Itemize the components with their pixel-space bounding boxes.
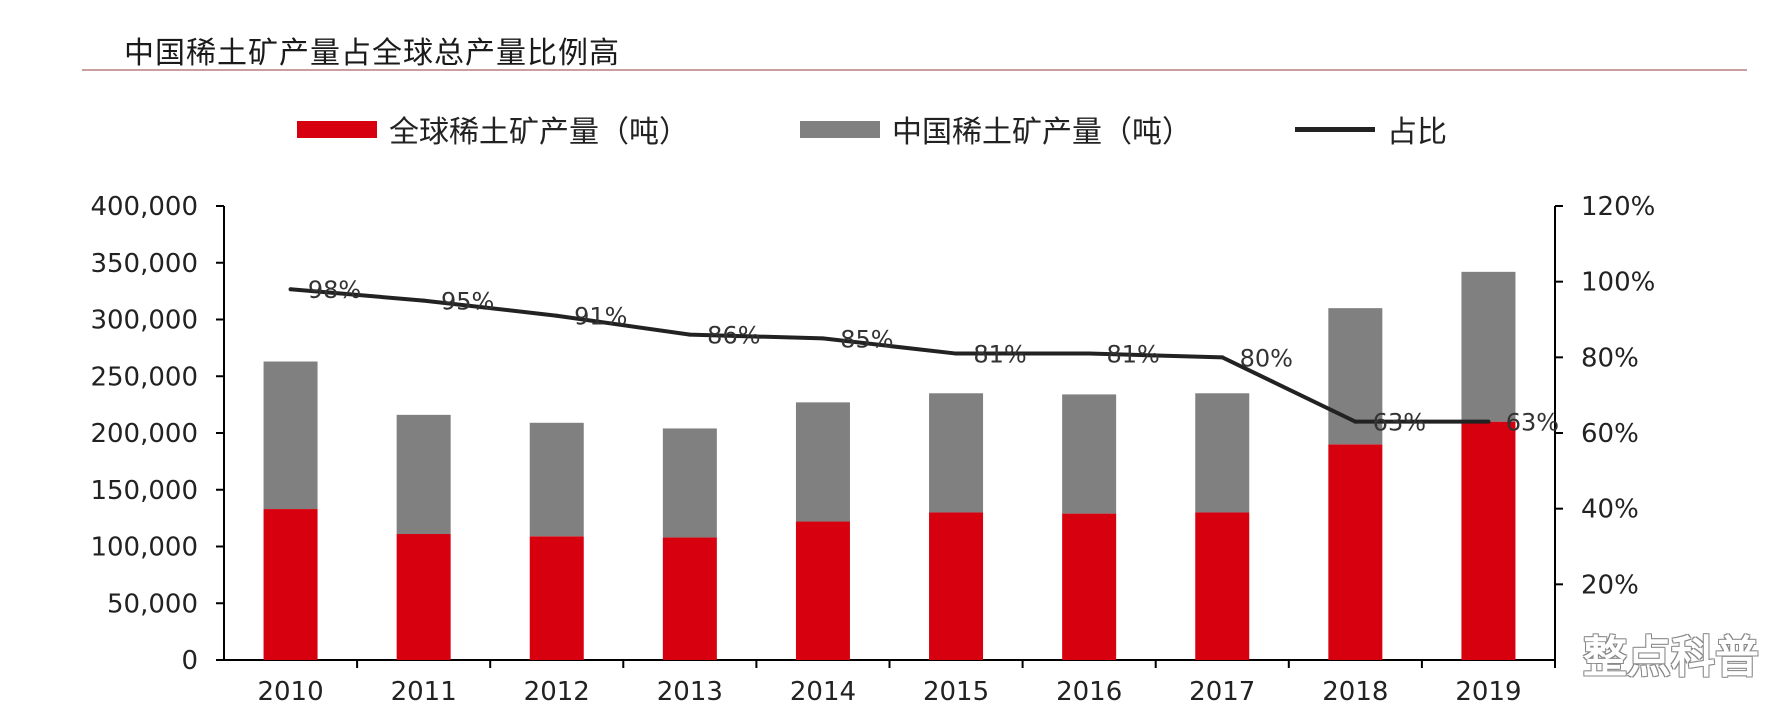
y-right-tick-label: 20% bbox=[1581, 570, 1639, 600]
y-left-tick-label: 250,000 bbox=[90, 362, 198, 392]
bar-global bbox=[529, 536, 584, 660]
x-tick-label: 2015 bbox=[923, 677, 989, 707]
bar-china bbox=[795, 402, 850, 522]
x-tick-label: 2016 bbox=[1056, 677, 1122, 707]
legend-label-share: 占比 bbox=[1387, 115, 1447, 150]
share-point bbox=[820, 336, 825, 341]
y-right-tick-label: 100% bbox=[1581, 268, 1655, 298]
y-right-tick-label: 40% bbox=[1581, 495, 1639, 525]
share-data-label: 85% bbox=[840, 325, 893, 353]
chart-title: 中国稀土矿产量占全球总产量比例高 bbox=[124, 36, 620, 71]
legend-label-china: 中国稀土矿产量（吨） bbox=[892, 115, 1192, 150]
x-tick-label: 2013 bbox=[657, 677, 723, 707]
bar-china bbox=[1461, 271, 1516, 422]
share-point bbox=[1087, 351, 1092, 356]
share-data-label: 91% bbox=[574, 303, 627, 331]
y-right-tick-label: 120% bbox=[1581, 192, 1655, 222]
bar-global bbox=[263, 509, 318, 660]
share-point bbox=[1486, 419, 1491, 424]
bar-global bbox=[1062, 513, 1117, 660]
share-data-label: 63% bbox=[1373, 409, 1426, 437]
y-left-tick-label: 400,000 bbox=[90, 192, 198, 222]
share-data-label: 98% bbox=[308, 276, 361, 304]
share-point bbox=[421, 298, 426, 303]
share-point bbox=[687, 332, 692, 337]
x-tick-label: 2019 bbox=[1455, 677, 1521, 707]
y-left-tick-label: 350,000 bbox=[90, 249, 198, 279]
share-data-label: 80% bbox=[1240, 344, 1293, 372]
x-tick-label: 2010 bbox=[257, 677, 323, 707]
y-left-tick-label: 50,000 bbox=[107, 589, 198, 619]
legend-label-global: 全球稀土矿产量（吨） bbox=[389, 115, 689, 150]
y-left-tick-label: 200,000 bbox=[90, 419, 198, 449]
y-right-tick-label: 60% bbox=[1581, 419, 1639, 449]
share-data-label: 81% bbox=[973, 341, 1026, 369]
y-left-tick-label: 300,000 bbox=[90, 306, 198, 336]
bar-china bbox=[929, 393, 984, 513]
bar-global bbox=[1461, 421, 1516, 660]
legend-item-global: 全球稀土矿产量（吨） bbox=[297, 104, 689, 154]
bar-china bbox=[263, 361, 318, 510]
bar-global bbox=[795, 521, 850, 660]
y-right-tick-label: 80% bbox=[1581, 343, 1639, 373]
chart-legend: 全球稀土矿产量（吨） 中国稀土矿产量（吨） 占比 bbox=[0, 104, 1783, 154]
watermark-text: 整点科普 bbox=[1583, 632, 1759, 683]
bar-china bbox=[1195, 393, 1250, 513]
y-left-tick-label: 150,000 bbox=[90, 476, 198, 506]
bar-global bbox=[1328, 444, 1383, 660]
bar-china bbox=[662, 428, 717, 538]
bar-global bbox=[929, 512, 984, 660]
share-line bbox=[290, 287, 1489, 424]
legend-line-share bbox=[1295, 126, 1375, 132]
share-point bbox=[554, 313, 559, 318]
share-data-label: 95% bbox=[441, 288, 494, 316]
share-data-label: 81% bbox=[1106, 341, 1159, 369]
bar-china bbox=[529, 422, 584, 537]
share-data-label: 63% bbox=[1506, 409, 1559, 437]
legend-item-china: 中国稀土矿产量（吨） bbox=[800, 104, 1192, 154]
share-point bbox=[288, 287, 293, 292]
legend-swatch-china bbox=[800, 120, 880, 138]
share-point bbox=[954, 351, 959, 356]
x-tick-label: 2011 bbox=[391, 677, 457, 707]
x-tick-label: 2014 bbox=[790, 677, 856, 707]
share-point bbox=[1220, 355, 1225, 360]
share-point bbox=[1353, 419, 1358, 424]
bar-global bbox=[1195, 512, 1250, 660]
legend-swatch-global bbox=[297, 120, 377, 138]
title-divider bbox=[82, 69, 1747, 71]
y-left-tick-label: 100,000 bbox=[90, 533, 198, 563]
bar-china bbox=[396, 414, 451, 535]
bar-china bbox=[1062, 394, 1117, 514]
bar-global bbox=[396, 534, 451, 660]
x-tick-label: 2017 bbox=[1189, 677, 1255, 707]
bar-global bbox=[662, 537, 717, 660]
share-data-label: 86% bbox=[707, 322, 760, 350]
y-left-tick-label: 0 bbox=[181, 646, 198, 676]
x-tick-label: 2018 bbox=[1322, 677, 1388, 707]
legend-item-share: 占比 bbox=[1295, 104, 1447, 154]
x-tick-label: 2012 bbox=[524, 677, 590, 707]
